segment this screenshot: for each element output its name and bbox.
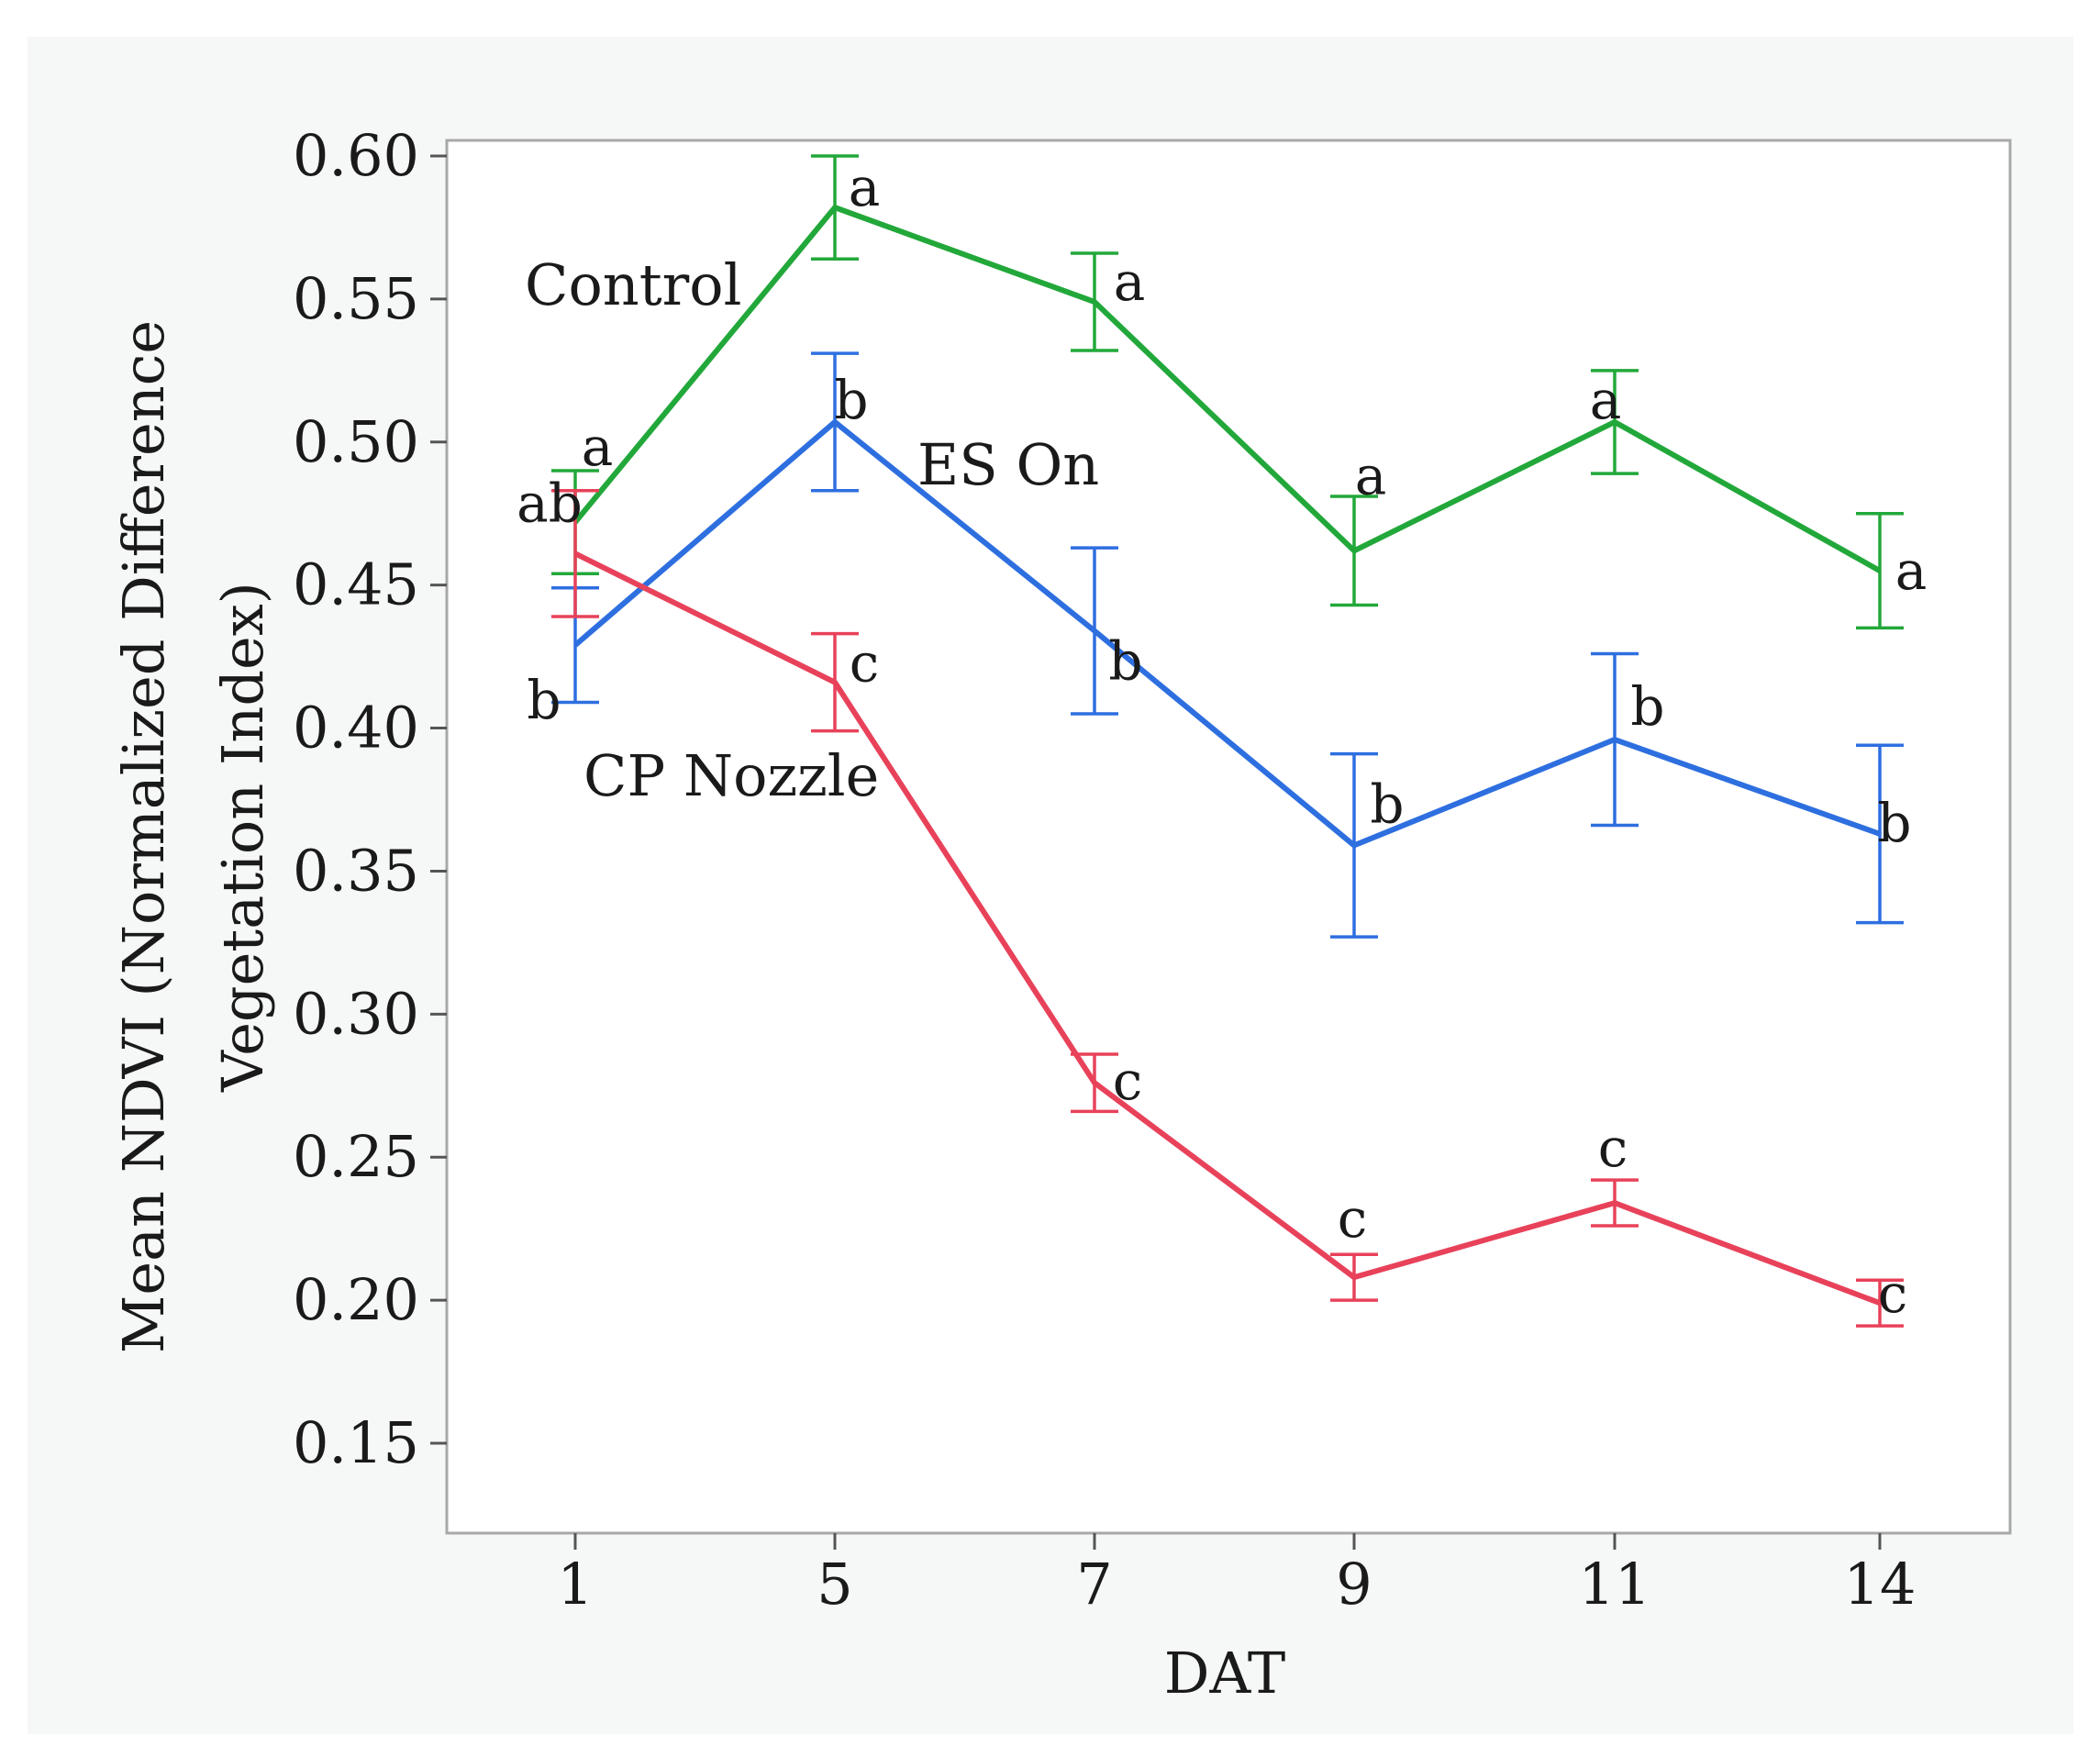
series-line-es-on xyxy=(573,418,1882,849)
significance-letter: a xyxy=(1895,539,1928,602)
significance-letter: b xyxy=(527,669,561,731)
series-line-cp-nozzle xyxy=(573,550,1882,1307)
y-axis-title-line-1: Mean NDVI (Normalized Difference xyxy=(110,320,177,1353)
y-axis: 0.60 0.55 0.50 0.45 0.40 0.35 0.30 0.25 0.20 0.15 xyxy=(293,122,447,1476)
y-tick-label: 0.25 xyxy=(293,1123,419,1190)
x-tick-label: 7 xyxy=(1076,1551,1112,1618)
series-cp-nozzle xyxy=(551,489,1904,1328)
significance-letter: c xyxy=(850,632,879,695)
x-axis: 1 5 7 9 11 14 xyxy=(557,1533,1916,1618)
significance-letter: c xyxy=(1878,1262,1907,1325)
x-tick-label: 11 xyxy=(1579,1551,1651,1618)
significance-letter: a xyxy=(1355,444,1387,506)
series-layer xyxy=(551,154,1904,1328)
significance-letter: b xyxy=(834,369,868,431)
significance-letter: c xyxy=(1113,1050,1142,1112)
y-tick-label: 0.35 xyxy=(293,837,419,904)
significance-letter: a xyxy=(1114,250,1146,313)
series-labels: Control ES On CP Nozzle xyxy=(525,251,1099,809)
significance-letter: b xyxy=(1877,792,1911,854)
significance-letter: a xyxy=(849,156,881,218)
significance-letter: a xyxy=(582,416,614,478)
significance-letter: b xyxy=(1630,675,1664,738)
significance-letter: c xyxy=(1598,1117,1628,1179)
significance-letter: c xyxy=(1338,1187,1367,1250)
x-tick-label: 5 xyxy=(817,1551,852,1618)
series-control xyxy=(551,154,1904,630)
series-es-on xyxy=(551,351,1904,939)
y-tick-label: 0.50 xyxy=(293,408,419,475)
y-tick-label: 0.45 xyxy=(293,551,419,618)
x-tick-label: 14 xyxy=(1844,1551,1917,1618)
y-tick-label: 0.55 xyxy=(293,265,419,332)
significance-letter: ab xyxy=(517,472,583,534)
significance-letter: a xyxy=(1590,369,1622,431)
significance-letter: b xyxy=(1108,630,1142,693)
y-tick-label: 0.40 xyxy=(293,695,419,762)
x-tick-label: 1 xyxy=(557,1551,593,1618)
y-tick-label: 0.30 xyxy=(293,980,419,1047)
y-tick-label: 0.60 xyxy=(293,122,419,189)
x-tick-label: 9 xyxy=(1336,1551,1372,1618)
y-tick-label: 0.20 xyxy=(293,1266,419,1333)
significance-letter: b xyxy=(1370,773,1404,835)
plot-area xyxy=(445,139,2012,1535)
y-tick-label: 0.15 xyxy=(293,1409,419,1476)
series-line-control xyxy=(572,205,1882,573)
series-label-es-on: ES On xyxy=(917,431,1099,498)
series-label-control: Control xyxy=(525,251,741,318)
y-axis-title-line-2: Vegetation Index) xyxy=(209,582,276,1093)
series-label-cp-nozzle: CP Nozzle xyxy=(583,742,879,809)
x-axis-title: DAT xyxy=(1164,1640,1285,1707)
error-bar xyxy=(1856,743,1904,925)
